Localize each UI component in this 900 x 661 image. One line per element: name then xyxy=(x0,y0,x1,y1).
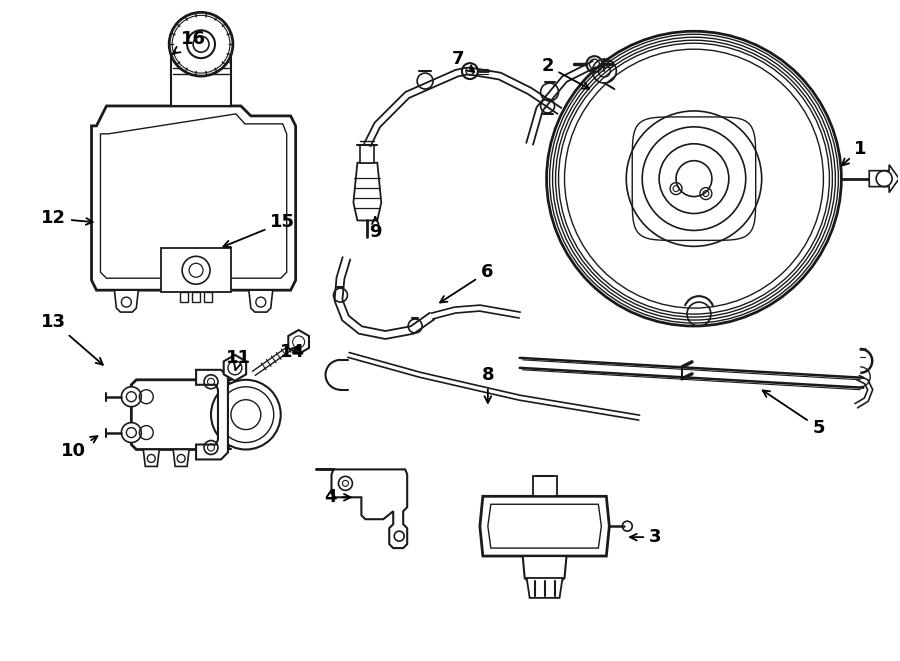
FancyBboxPatch shape xyxy=(180,292,188,302)
FancyBboxPatch shape xyxy=(171,56,231,106)
Text: 6: 6 xyxy=(440,263,493,303)
Polygon shape xyxy=(288,330,309,354)
Text: 16: 16 xyxy=(173,30,205,54)
FancyBboxPatch shape xyxy=(192,292,200,302)
Circle shape xyxy=(122,422,141,442)
Circle shape xyxy=(211,380,281,449)
Polygon shape xyxy=(143,449,159,467)
Text: 1: 1 xyxy=(842,139,867,165)
FancyBboxPatch shape xyxy=(204,292,212,302)
Text: 9: 9 xyxy=(369,217,382,241)
FancyBboxPatch shape xyxy=(161,249,231,292)
Polygon shape xyxy=(173,449,189,467)
Polygon shape xyxy=(480,496,609,556)
Text: 4: 4 xyxy=(324,488,351,506)
Polygon shape xyxy=(869,165,899,192)
Circle shape xyxy=(169,13,233,76)
Text: 11: 11 xyxy=(227,349,251,370)
Polygon shape xyxy=(92,106,296,290)
Polygon shape xyxy=(224,355,246,381)
Polygon shape xyxy=(131,380,234,449)
Text: 2: 2 xyxy=(541,57,590,89)
Text: 14: 14 xyxy=(280,343,305,361)
FancyBboxPatch shape xyxy=(360,145,374,163)
Circle shape xyxy=(187,30,215,58)
Text: 7: 7 xyxy=(452,50,474,72)
Text: 12: 12 xyxy=(41,210,93,227)
Polygon shape xyxy=(248,290,273,312)
Polygon shape xyxy=(526,578,562,598)
Text: 15: 15 xyxy=(223,214,295,247)
Polygon shape xyxy=(316,469,407,548)
Text: 8: 8 xyxy=(482,366,494,403)
Text: 10: 10 xyxy=(61,436,97,461)
Text: 13: 13 xyxy=(41,313,103,365)
Polygon shape xyxy=(354,163,382,221)
Text: 3: 3 xyxy=(630,528,662,546)
Circle shape xyxy=(122,387,141,407)
Polygon shape xyxy=(114,290,139,312)
Text: 5: 5 xyxy=(762,391,824,436)
FancyBboxPatch shape xyxy=(533,477,556,496)
Polygon shape xyxy=(523,556,566,582)
Polygon shape xyxy=(196,370,228,459)
